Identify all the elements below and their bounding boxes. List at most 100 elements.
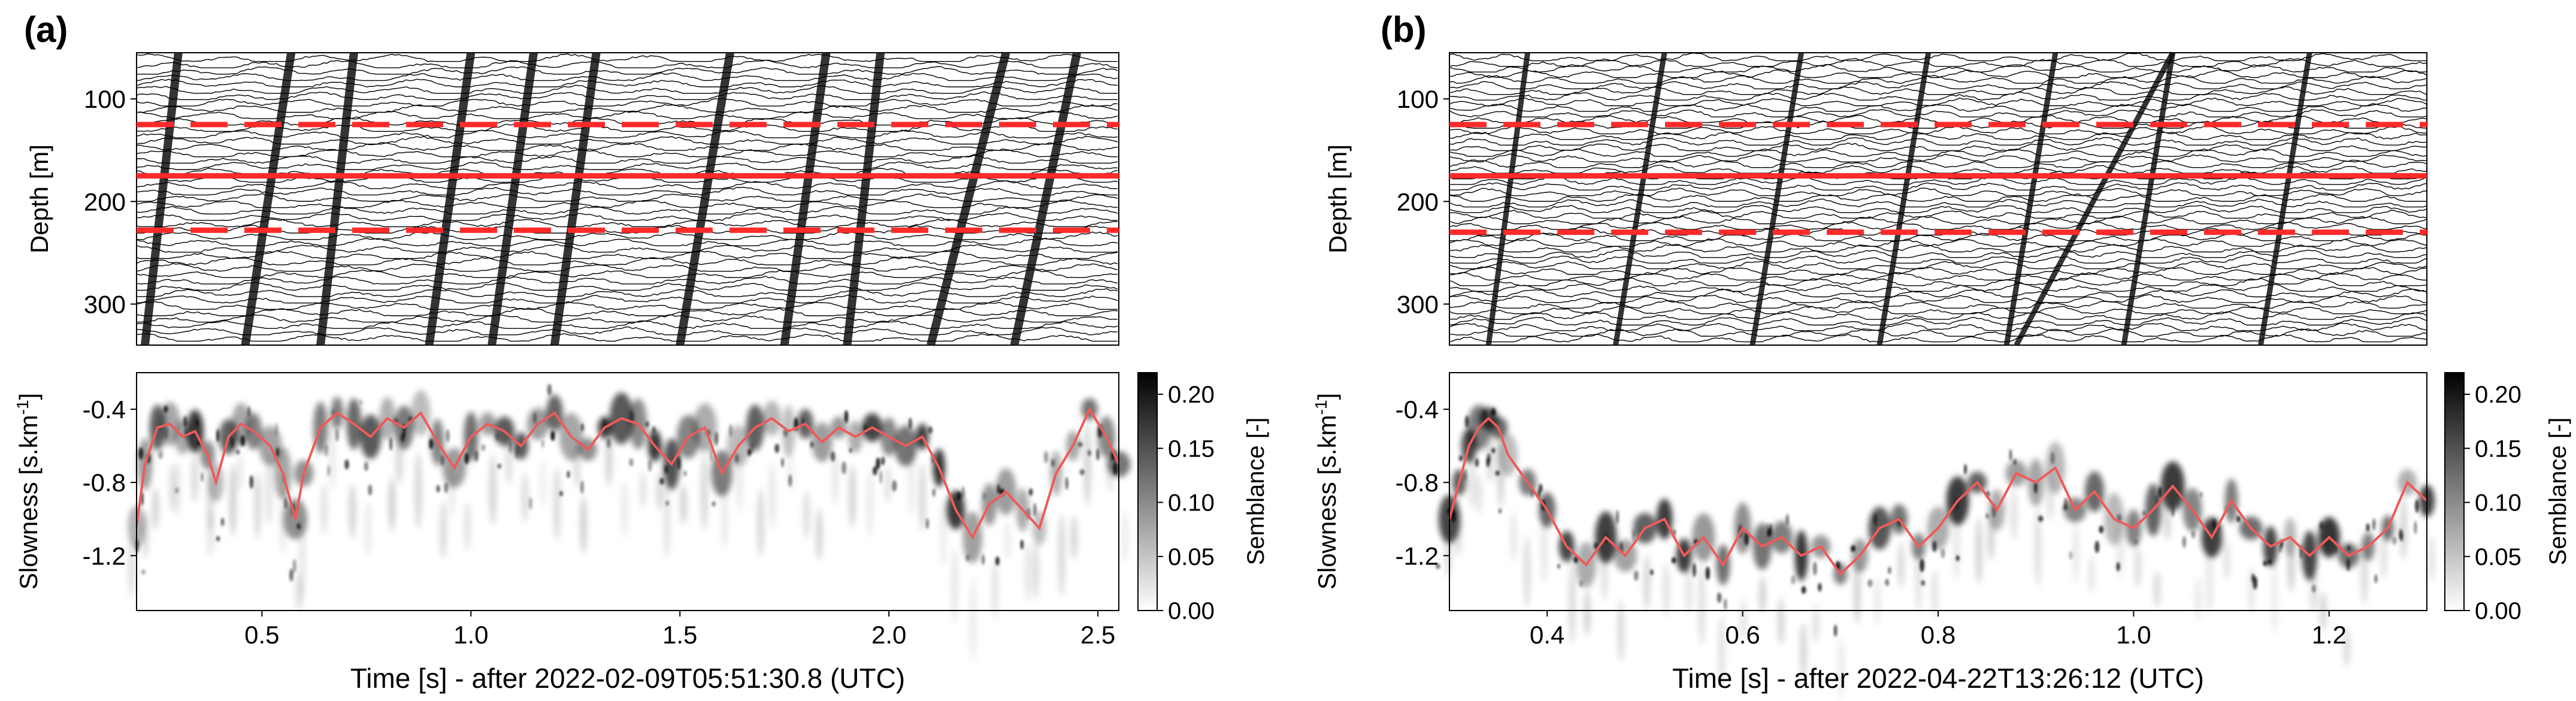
semblance-smear <box>1487 420 1494 483</box>
seismic-trace <box>136 78 1118 87</box>
panel-a-depth-label: Depth [m] <box>25 144 53 253</box>
seismic-trace <box>136 135 1118 145</box>
seismic-trace <box>1449 148 2427 157</box>
panel-a-semblance-y-axis: -0.4 -0.8 -1.2 <box>83 395 137 570</box>
semblance-speck <box>2212 518 2216 530</box>
semblance-smear <box>2206 537 2214 615</box>
semblance-speck <box>1885 579 1889 586</box>
semblance-speck <box>1579 580 1584 588</box>
semblance-smear <box>236 454 244 491</box>
semblance-speck <box>2014 459 2017 465</box>
colorbar-tick-label: 0.20 <box>1168 382 1215 408</box>
seismic-trace <box>1449 193 2427 202</box>
wave-event <box>1613 52 1667 346</box>
semblance-smear <box>639 470 647 509</box>
semblance-speck <box>659 478 664 485</box>
semblance-smear <box>1953 499 1960 581</box>
y-tick-label: -0.4 <box>1396 395 1439 424</box>
seismic-trace <box>1449 97 2427 107</box>
seismic-trace <box>136 180 1118 189</box>
semblance-smear <box>1523 535 1531 609</box>
semblance-speck <box>2009 449 2012 461</box>
semblance-smear <box>2360 541 2368 605</box>
seismic-trace <box>136 294 1118 304</box>
semblance-speck <box>1482 409 1486 417</box>
wave-event <box>1749 52 1804 346</box>
wave-event <box>2121 52 2176 346</box>
seismic-trace <box>137 288 1118 297</box>
seismic-trace <box>136 320 1118 329</box>
semblance-speck <box>664 465 668 474</box>
semblance-smear <box>2116 510 2124 579</box>
seismic-trace <box>136 200 1118 209</box>
semblance-smear <box>1799 623 1807 679</box>
x-tick-label: 2.0 <box>871 621 906 649</box>
semblance-speck <box>389 437 392 451</box>
semblance-speck <box>849 448 852 453</box>
seismic-trace <box>1449 244 2427 253</box>
semblance-smear <box>1931 568 1939 618</box>
semblance-smear <box>464 501 471 551</box>
y-tick-label: 100 <box>1397 85 1439 113</box>
semblance-smear <box>2034 506 2042 587</box>
seismic-trace <box>1449 131 2427 140</box>
semblance-smear <box>539 458 547 507</box>
panel-a: (a) 100 200 300 Depth [m] -0.4 -0.8 -1.2 0.5… <box>13 10 1270 694</box>
semblance-speck <box>464 452 469 464</box>
semblance-smear <box>2072 523 2079 584</box>
semblance-smear <box>2343 627 2351 667</box>
semblance-smear <box>265 452 273 526</box>
semblance-speck <box>881 457 885 466</box>
semblance-speck <box>647 459 652 472</box>
semblance-speck <box>774 443 780 454</box>
semblance-smear <box>2194 577 2202 621</box>
semblance-speck <box>1033 503 1037 516</box>
semblance-speck <box>844 410 849 424</box>
semblance-speck <box>1632 529 1635 543</box>
semblance-speck <box>2263 560 2268 566</box>
semblance-speck <box>2415 499 2419 513</box>
x-tick-label: 0.8 <box>1921 621 1956 649</box>
semblance-smear <box>2427 536 2435 581</box>
seismic-trace <box>136 123 1118 132</box>
semblance-speck <box>2372 518 2375 531</box>
seismic-trace <box>1449 86 2427 95</box>
panel-a-semblance-plot: -0.4 -0.8 -1.2 0.5 1.0 1.5 2.0 2.5 Slowness [s… <box>13 372 1131 694</box>
semblance-speck <box>1487 453 1491 464</box>
seismic-trace <box>1449 277 2427 286</box>
semblance-speck <box>1634 570 1639 581</box>
panel-b-semblance-plot: -0.4 -0.8 -1.2 0.4 0.6 0.8 1.0 1.2 Slowness [s… <box>1312 372 2435 699</box>
semblance-speck <box>965 554 970 561</box>
semblance-speck <box>2094 540 2100 554</box>
seismic-trace <box>1449 109 2427 117</box>
semblance-speck <box>2347 545 2351 551</box>
seismic-trace <box>1449 288 2427 298</box>
seismic-trace <box>136 53 1118 62</box>
semblance-speck <box>1813 561 1817 576</box>
panel-b-colorbar-ticks: 0.00 0.05 0.10 0.15 0.20 <box>2464 382 2521 624</box>
semblance-speck <box>1491 448 1496 454</box>
semblance-smear <box>1455 509 1463 557</box>
semblance-speck <box>541 439 544 448</box>
semblance-speck <box>164 406 168 413</box>
panel-b-depth-label: Depth [m] <box>1324 144 1352 253</box>
seismic-trace <box>1449 125 2427 135</box>
seismic-trace <box>137 231 1118 240</box>
semblance-smear <box>866 469 874 537</box>
semblance-speck <box>1921 580 1926 586</box>
semblance-speck <box>1985 513 1989 519</box>
y-tick-label: 300 <box>84 291 126 319</box>
semblance-smear <box>2088 555 2096 593</box>
semblance-smear <box>1777 597 1785 645</box>
semblance-smear <box>1698 563 1706 646</box>
wave-event <box>927 52 1010 346</box>
semblance-speck <box>1463 468 1467 481</box>
semblance-speck <box>1692 563 1696 578</box>
semblance-speck <box>1851 545 1856 552</box>
semblance-smear <box>1853 558 1861 624</box>
seismic-trace <box>136 263 1118 272</box>
semblance-speck <box>750 443 754 454</box>
seismic-trace <box>136 276 1118 285</box>
semblance-speck <box>275 422 278 437</box>
semblance-smear <box>395 438 403 484</box>
